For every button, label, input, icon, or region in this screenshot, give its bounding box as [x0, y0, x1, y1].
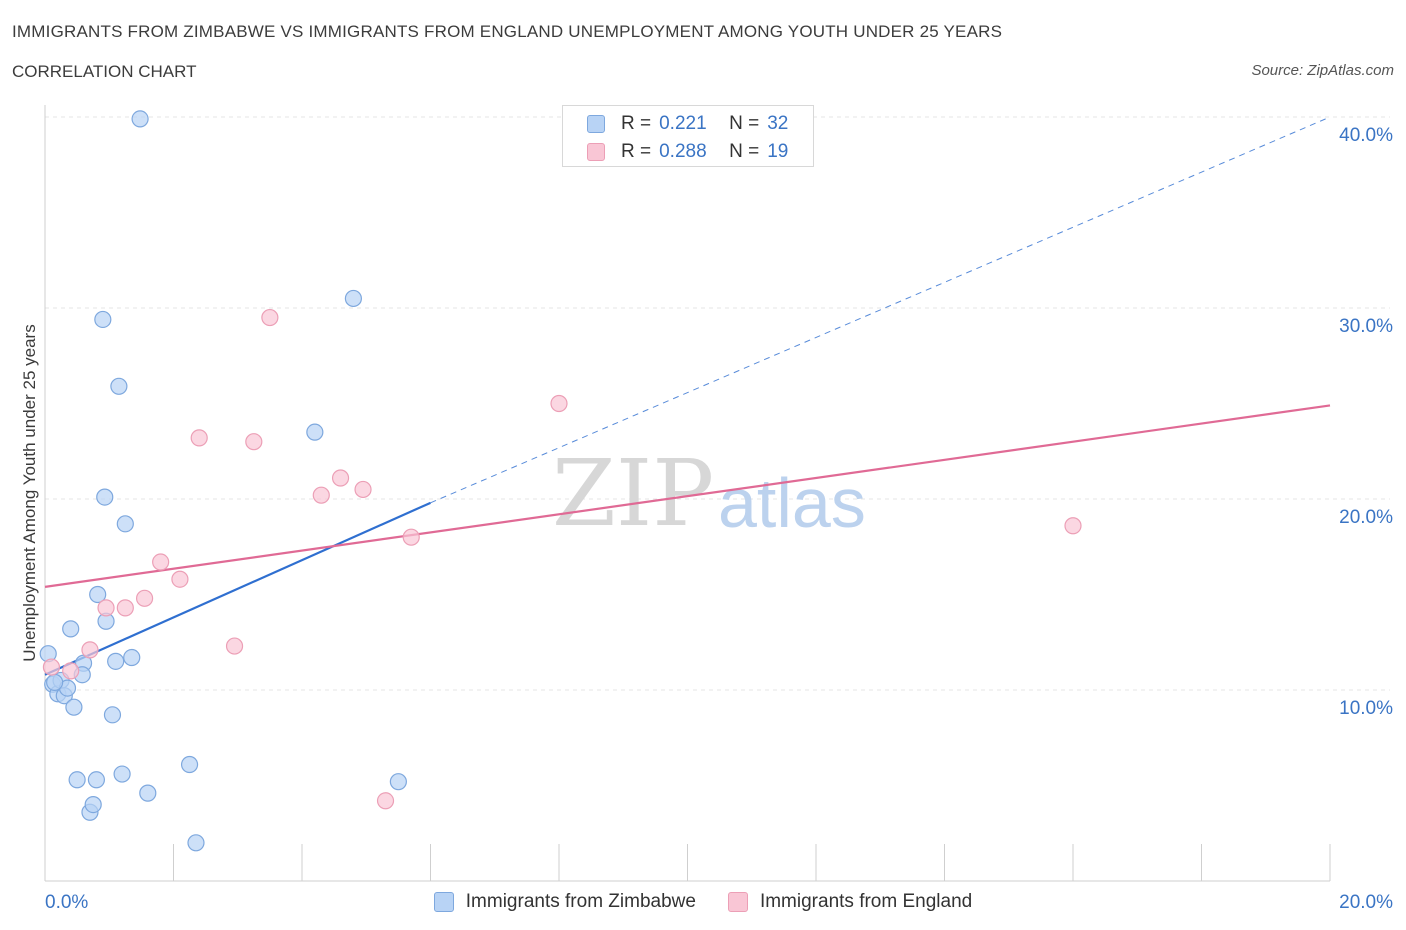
data-point-england [312, 486, 330, 504]
swatch-blue [433, 892, 454, 912]
data-point-zimbabwe [306, 423, 324, 441]
correlation-legend: R = 0.221 N = 32 R = 0.288 N = 19 [562, 105, 814, 167]
y-tick-label: 20.0% [1339, 507, 1393, 528]
axes [44, 105, 1331, 882]
y-tick-label: 30.0% [1339, 316, 1393, 337]
trend-line-england [44, 404, 1331, 588]
data-point-england [171, 570, 189, 588]
data-point-zimbabwe [187, 834, 205, 852]
data-point-zimbabwe [84, 795, 102, 814]
data-point-zimbabwe [113, 765, 131, 783]
n-label: N = [729, 141, 760, 162]
trend-lines [44, 116, 1331, 676]
watermark-zip: ZIP [552, 440, 714, 547]
grid-lines [45, 116, 1390, 691]
r-label: R = [621, 113, 652, 134]
data-point-zimbabwe [110, 377, 128, 395]
trend-line-zimbabwe-extension [430, 116, 1331, 504]
data-point-england [376, 792, 395, 810]
data-point-england [62, 662, 80, 680]
data-point-england [550, 394, 568, 413]
data-point-england [152, 553, 170, 571]
data-point-england [402, 528, 420, 546]
data-point-zimbabwe [89, 585, 107, 604]
legend-row-zimbabwe: R = 0.221 N = 32 [587, 112, 788, 136]
data-point-england [190, 429, 208, 447]
data-point-zimbabwe [139, 784, 157, 802]
data-point-zimbabwe [46, 673, 64, 691]
r-value: 0.288 [659, 141, 707, 162]
x-tick-label: 20.0% [1339, 892, 1393, 913]
data-point-zimbabwe [87, 771, 106, 789]
legend-label: Immigrants from Zimbabwe [465, 891, 696, 912]
data-point-england [1064, 517, 1082, 535]
r-value: 0.221 [659, 113, 707, 134]
legend-label: Immigrants from England [759, 891, 973, 912]
data-point-england [261, 308, 279, 327]
data-point-zimbabwe [389, 773, 407, 791]
tick-labels: 10.0% 20.0% 30.0% 40.0% 0.0% 20.0% [45, 125, 1393, 913]
series-legend: Immigrants from Zimbabwe Immigrants from… [0, 889, 1406, 915]
data-point-zimbabwe [344, 289, 362, 308]
source-credit: Source: ZipAtlas.com [1251, 62, 1394, 79]
data-point-zimbabwe [62, 620, 80, 638]
data-point-england [331, 469, 350, 487]
n-value: 19 [767, 141, 789, 162]
data-point-zimbabwe [94, 310, 112, 329]
y-tick-label: 40.0% [1339, 125, 1393, 146]
swatch-pink [727, 892, 748, 912]
trend-line-zimbabwe [44, 501, 431, 676]
y-axis-label: Unemployment Among Youth under 25 years [20, 324, 39, 662]
data-point-england [42, 658, 61, 676]
legend-item-zimbabwe[interactable]: Immigrants from Zimbabwe [433, 891, 696, 913]
n-label: N = [729, 113, 760, 134]
watermark: ZIP atlas [552, 440, 866, 547]
data-point-england [97, 599, 115, 617]
n-value: 32 [767, 113, 789, 134]
data-point-zimbabwe [103, 706, 122, 724]
data-point-zimbabwe [123, 648, 141, 667]
chart-subtitle: CORRELATION CHART [12, 62, 197, 81]
y-tick-label: 10.0% [1339, 698, 1393, 719]
data-points [39, 110, 1082, 852]
data-point-england [81, 641, 99, 659]
data-point-zimbabwe [131, 110, 149, 128]
watermark-atlas: atlas [718, 464, 866, 542]
data-point-england [225, 637, 244, 655]
data-point-england [135, 589, 154, 607]
r-label: R = [621, 141, 652, 162]
x-tick-label: 0.0% [45, 892, 88, 913]
legend-row-england: R = 0.288 N = 19 [587, 140, 788, 164]
legend-item-england[interactable]: Immigrants from England [727, 891, 973, 913]
data-point-england [245, 433, 263, 451]
data-point-england [354, 480, 372, 499]
chart-title: IMMIGRANTS FROM ZIMBABWE VS IMMIGRANTS F… [12, 22, 1003, 41]
data-point-zimbabwe [180, 755, 199, 774]
data-point-zimbabwe [96, 488, 114, 506]
data-point-zimbabwe [116, 515, 134, 533]
data-point-zimbabwe [68, 771, 86, 789]
data-point-zimbabwe [65, 698, 83, 716]
data-point-zimbabwe [107, 652, 125, 670]
data-point-england [116, 599, 134, 617]
swatch-blue [587, 115, 605, 133]
swatch-pink [587, 143, 605, 161]
